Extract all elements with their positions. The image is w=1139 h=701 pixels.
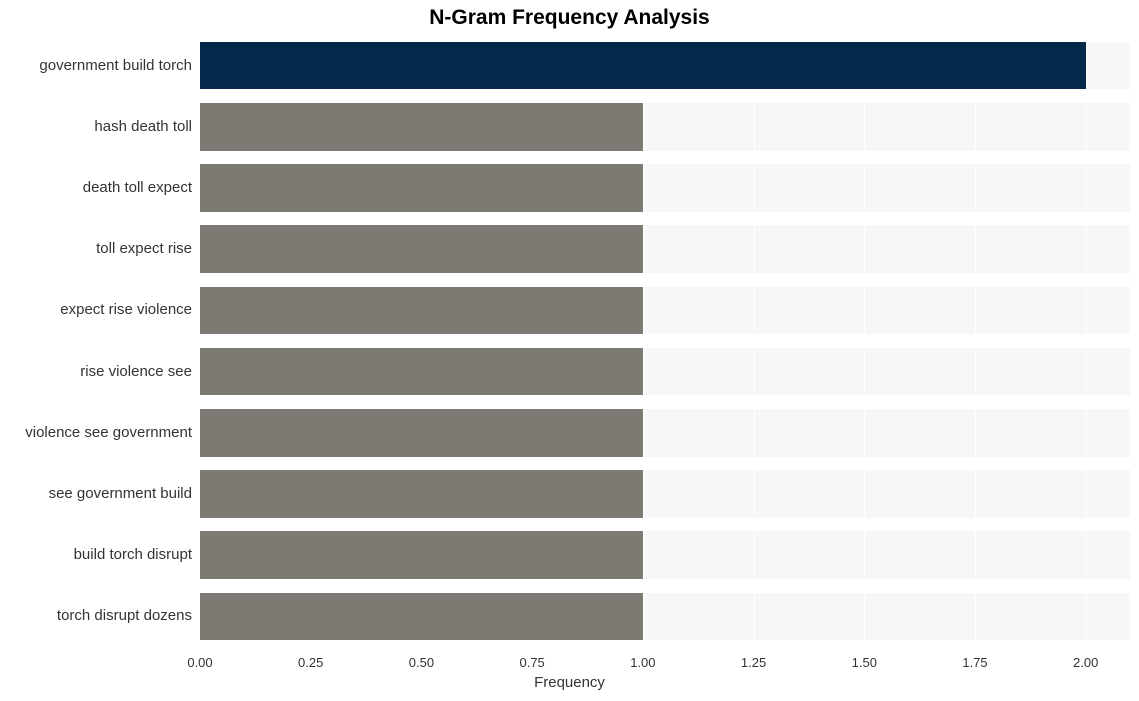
- row-gap-band: [200, 219, 1130, 226]
- y-tick-label: violence see government: [25, 424, 192, 441]
- y-tick-label: build torch disrupt: [74, 546, 192, 563]
- x-tick-label: 1.00: [630, 655, 655, 670]
- x-tick-label: 0.00: [187, 655, 212, 670]
- row-gap-band: [200, 586, 1130, 593]
- y-tick-label: toll expect rise: [96, 240, 192, 257]
- bar: [200, 348, 643, 396]
- bar: [200, 164, 643, 212]
- row-gap-band: [200, 157, 1130, 164]
- x-tick-label: 2.00: [1073, 655, 1098, 670]
- row-gap-band: [200, 463, 1130, 470]
- row-gap-band: [200, 579, 1130, 586]
- row-gap-band: [200, 341, 1130, 348]
- row-gap-band: [200, 518, 1130, 525]
- bar: [200, 531, 643, 579]
- plot-area: [200, 35, 1130, 647]
- y-tick-label: death toll expect: [83, 179, 192, 196]
- x-tick-label: 1.75: [962, 655, 987, 670]
- row-gap-band: [200, 280, 1130, 287]
- chart-title: N-Gram Frequency Analysis: [0, 6, 1139, 30]
- x-tick-label: 0.25: [298, 655, 323, 670]
- y-tick-label: government build torch: [39, 57, 192, 74]
- bar: [200, 470, 643, 518]
- row-gap-band: [200, 395, 1130, 402]
- y-tick-label: expect rise violence: [60, 301, 192, 318]
- x-tick-label: 1.25: [741, 655, 766, 670]
- bar: [200, 593, 643, 641]
- row-gap-band: [200, 89, 1130, 96]
- row-gap-band: [200, 525, 1130, 532]
- bar: [200, 287, 643, 335]
- y-tick-label: see government build: [49, 485, 192, 502]
- x-tick-label: 0.75: [519, 655, 544, 670]
- bar: [200, 409, 643, 457]
- x-axis-label: Frequency: [0, 674, 1139, 691]
- row-gap-band: [200, 402, 1130, 409]
- row-gap-band: [200, 273, 1130, 280]
- row-gap-band: [200, 334, 1130, 341]
- y-tick-label: rise violence see: [80, 363, 192, 380]
- row-gap-band: [200, 640, 1130, 647]
- x-tick-label: 0.50: [409, 655, 434, 670]
- row-gap-band: [200, 96, 1130, 103]
- row-gap-band: [200, 151, 1130, 158]
- y-tick-label: torch disrupt dozens: [57, 607, 192, 624]
- ngram-frequency-chart: N-Gram Frequency Analysis Frequency 0.00…: [0, 0, 1139, 701]
- row-gap-band: [200, 35, 1130, 42]
- y-tick-label: hash death toll: [94, 118, 192, 135]
- bar: [200, 42, 1086, 90]
- bar: [200, 103, 643, 151]
- row-gap-band: [200, 457, 1130, 464]
- row-gap-band: [200, 212, 1130, 219]
- x-tick-label: 1.50: [852, 655, 877, 670]
- bar: [200, 225, 643, 273]
